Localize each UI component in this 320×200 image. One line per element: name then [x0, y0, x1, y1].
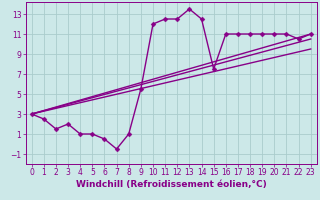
X-axis label: Windchill (Refroidissement éolien,°C): Windchill (Refroidissement éolien,°C): [76, 180, 267, 189]
